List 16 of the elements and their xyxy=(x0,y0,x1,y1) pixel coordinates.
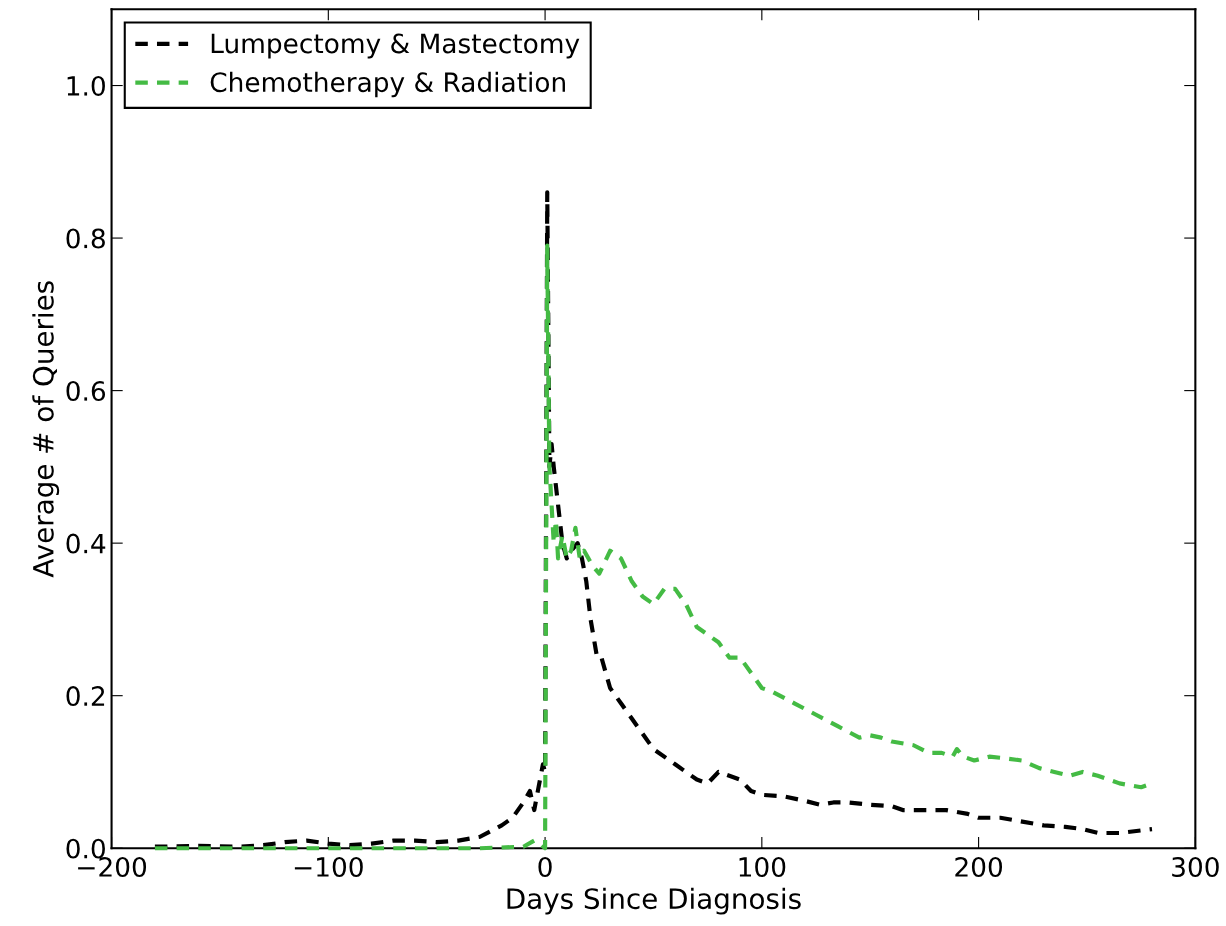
legend-label: Chemotherapy & Radiation xyxy=(210,71,565,98)
y-tick-label: 1.0 xyxy=(67,75,105,96)
y-tick-label: 0.0 xyxy=(66,838,105,859)
x-axis-title: Days Since Diagnosis xyxy=(507,887,801,915)
legend-label: Lumpectomy & Mastectomy xyxy=(211,33,580,59)
x-tick-label: 100 xyxy=(739,857,786,877)
x-tick-label: 300 xyxy=(1172,857,1219,877)
x-tick-label: −100 xyxy=(294,857,363,877)
y-tick-label: 0.6 xyxy=(66,381,106,401)
y-tick-label: 0.2 xyxy=(66,686,105,707)
y-tick-label: 0.8 xyxy=(66,228,105,249)
x-tick-label: 200 xyxy=(955,857,1003,877)
x-tick-label: −200 xyxy=(78,857,147,877)
x-tick-label: 0 xyxy=(538,857,552,877)
y-tick-label: 0.4 xyxy=(66,533,106,554)
y-axis-title: Average # of Queries xyxy=(32,281,60,578)
